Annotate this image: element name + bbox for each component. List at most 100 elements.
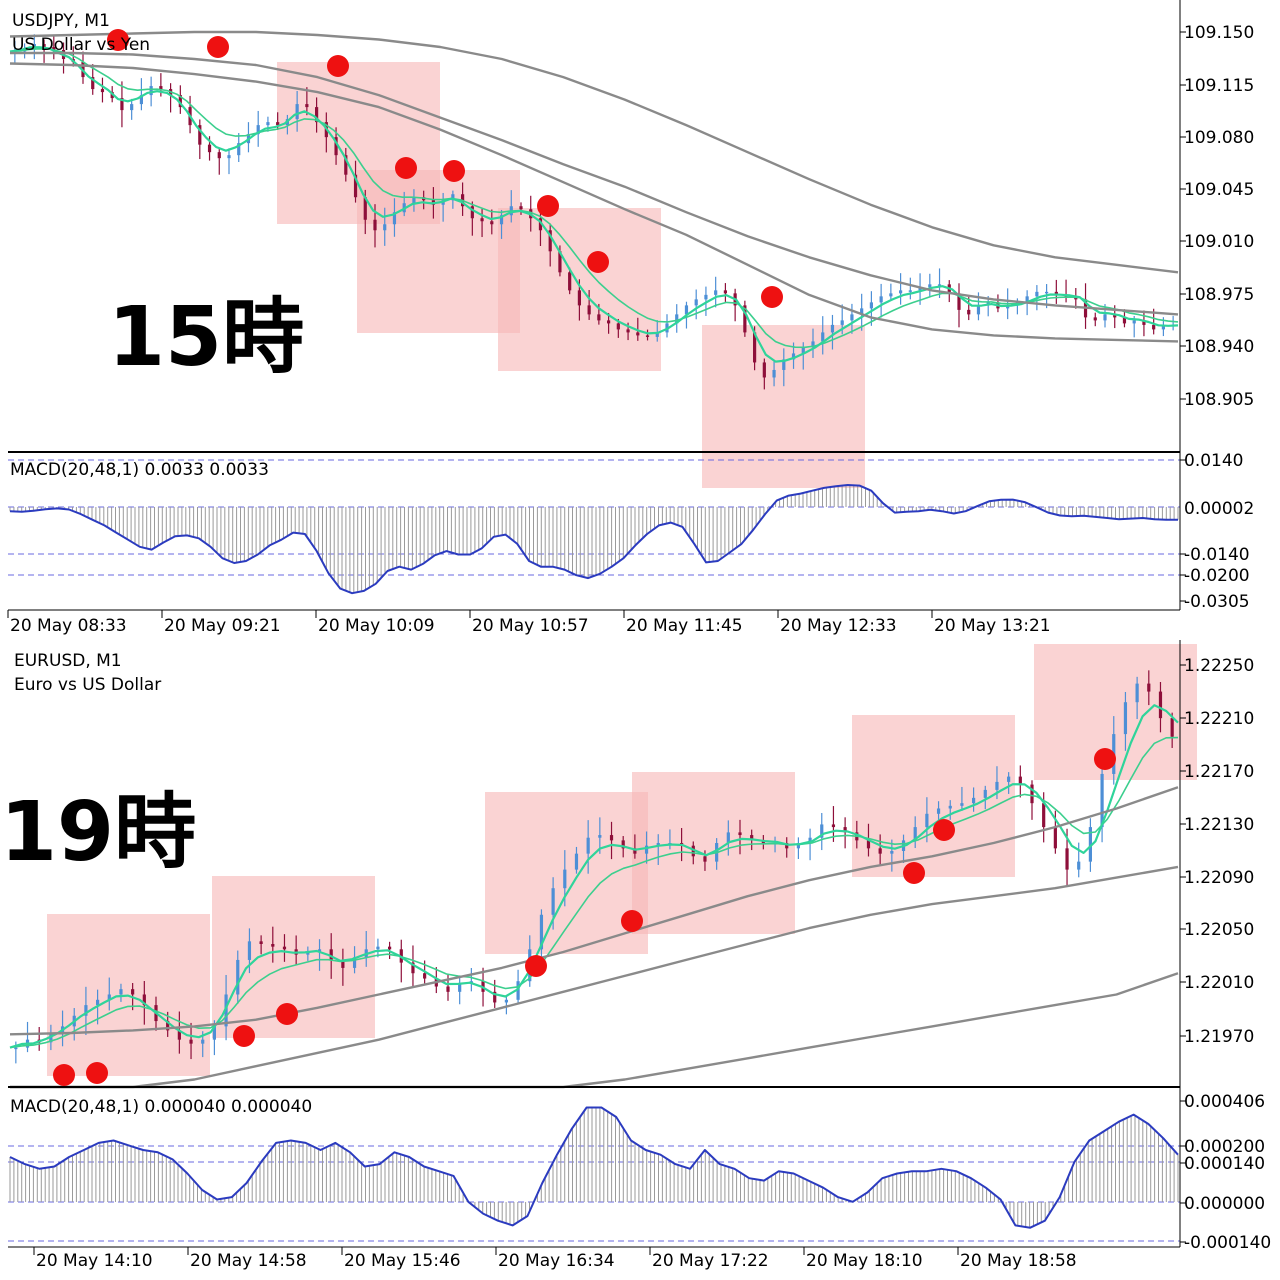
candle-body [224,994,228,1027]
candle-body [908,290,912,292]
candle-body [889,293,893,297]
candle-body [782,359,786,370]
macd-tick-label: 0.000406 [1184,1092,1265,1112]
candle-body [684,305,689,315]
candle-body [1122,317,1127,324]
candle-body [1123,702,1128,735]
candle-body [198,125,202,145]
candle-body [936,808,941,814]
macd-tick-label: 0.000200 [1184,1137,1265,1157]
ema-slow-line [9,736,1179,1049]
candle-body [423,973,427,979]
macd-tick-label: 0.000140 [1184,1154,1265,1174]
candle-body [1161,326,1165,330]
entry-zone [485,792,648,954]
x-tick-label: 20 May 16:34 [498,1251,615,1271]
macd-tick-label: -0.0200 [1184,566,1250,586]
candle-body [504,999,508,1003]
candle-body [577,290,581,306]
moving-average-lower [9,62,1179,343]
candle-body [703,856,707,862]
candle-body [1135,683,1139,703]
candle-body [568,272,572,291]
y-tick-label: 109.150 [1184,23,1254,43]
candle-body [493,991,497,1003]
candle-body [352,957,357,968]
candle-body [913,827,917,841]
candle-body [149,86,153,96]
candle-body [306,951,310,955]
candle-body [691,845,695,857]
candle-body [1053,827,1057,849]
candle-body [412,197,416,204]
entry-marker [276,1003,298,1025]
candle-body [626,329,630,333]
candle-body [704,294,708,300]
candle-body [499,215,504,225]
candle-body [1035,291,1039,297]
candle-body [207,144,212,153]
macd-tick-label: 0.0140 [1184,451,1243,471]
candle-body [376,946,380,950]
candle-body [937,284,942,286]
candle-body [282,946,287,950]
candle-body [259,941,263,944]
x-tick-label: 20 May 08:33 [10,616,127,636]
candle-body [957,293,961,310]
bottom-description: Euro vs US Dollar [14,675,161,695]
candle-body [598,835,602,838]
candle-body [976,305,981,315]
candle-body [276,122,280,126]
candle-body [100,89,105,93]
x-tick-label: 20 May 18:58 [960,1251,1077,1271]
candle-body [392,212,397,225]
candle-body [305,104,309,108]
x-tick-label: 20 May 12:33 [780,616,897,636]
candle-body [227,155,231,159]
macd-signal-line [9,484,1178,595]
candle-body [1113,314,1117,318]
candle-body [791,353,796,360]
y-tick-label: 108.975 [1184,285,1254,305]
candle-body [363,197,367,220]
candle-body [972,797,976,804]
candle-body [558,251,562,273]
candle-body [820,824,824,838]
candle-body [266,122,270,126]
candle-body [655,332,659,337]
candle-body [830,324,835,333]
y-tick-label: 108.905 [1184,390,1254,410]
entry-marker [525,955,547,977]
candle-body [131,989,135,995]
y-tick-label: 1.22170 [1184,762,1254,782]
candle-body [609,835,614,841]
candle-body [551,888,555,915]
candle-body [801,347,805,354]
candle-body [925,813,929,828]
entry-zone [357,170,520,333]
candle-body [879,296,883,303]
candle-body [878,848,882,854]
y-tick-label: 1.21970 [1184,1027,1254,1047]
candle-body [49,1034,53,1043]
candle-body [14,1047,18,1050]
candle-body [538,218,543,231]
candle-body [271,944,275,947]
macd-signal-line [9,1106,1179,1229]
bottom-time-annotation: 19時 [0,785,196,880]
candle-body [753,332,757,363]
top-macd-tag: 0.00002 [1184,499,1254,519]
candle-body [811,341,815,348]
candle-body [772,369,776,378]
candle-body [446,986,450,992]
candle-body [317,949,322,952]
candle-body [616,323,620,330]
top-macd-label: MACD(20,48,1) 0.0033 0.0033 [10,460,269,480]
candle-body [344,155,348,175]
candle-body [96,999,100,1006]
candle-body [597,314,601,321]
candle-body [142,994,146,1006]
ema-fast-line [9,704,1179,1049]
y-tick-label: 109.045 [1184,180,1254,200]
